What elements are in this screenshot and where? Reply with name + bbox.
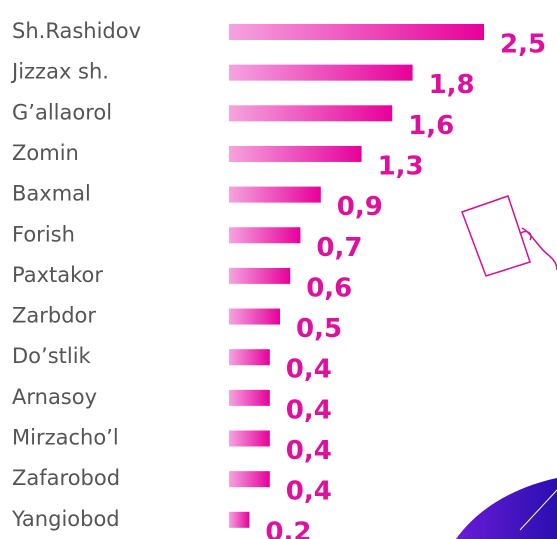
- bar: [229, 349, 270, 366]
- bar: [229, 267, 291, 284]
- bar: [229, 511, 250, 528]
- bar: [229, 105, 393, 122]
- category-label: Zarbdor: [12, 304, 96, 328]
- value-label: 0,5: [296, 314, 342, 344]
- category-label: Yangiobod: [11, 507, 120, 531]
- paper-doodle: [461, 195, 557, 277]
- bar: [229, 64, 413, 81]
- category-label: G’allaorol: [12, 100, 112, 124]
- value-label: 0,4: [286, 477, 332, 507]
- value-label: 1,3: [378, 151, 424, 181]
- bar: [229, 471, 270, 488]
- bar: [229, 227, 301, 244]
- category-label: Paxtakor: [12, 263, 103, 287]
- value-label: 0,9: [337, 192, 383, 222]
- category-label: Baxmal: [12, 182, 91, 206]
- decorative-stroke: [519, 489, 557, 531]
- category-label: Arnasoy: [12, 385, 97, 409]
- value-label: 0,4: [286, 395, 332, 425]
- bar: [229, 389, 270, 406]
- category-label: Zomin: [12, 141, 79, 165]
- value-label: 1,8: [429, 70, 475, 100]
- bar: [229, 186, 321, 203]
- bar: [229, 24, 484, 40]
- category-label: Mirzacho’l: [12, 426, 119, 450]
- value-label: 0,6: [306, 273, 352, 303]
- bar: [229, 145, 362, 162]
- category-label: Sh.Rashidov: [12, 19, 141, 43]
- decorative-shape: [456, 478, 557, 539]
- bar: [229, 430, 270, 447]
- value-label: 2,5: [500, 30, 546, 60]
- category-label: Zafarobod: [12, 466, 120, 490]
- bar: [229, 308, 280, 325]
- category-label: Do’stlik: [12, 344, 92, 368]
- category-label: Jizzax sh.: [10, 60, 109, 84]
- value-label: 0,2: [265, 517, 311, 539]
- value-label: 1,6: [408, 111, 454, 141]
- category-label: Forish: [12, 222, 75, 246]
- value-label: 0,7: [316, 233, 362, 263]
- value-label: 0,4: [286, 355, 332, 385]
- value-label: 0,4: [286, 436, 332, 466]
